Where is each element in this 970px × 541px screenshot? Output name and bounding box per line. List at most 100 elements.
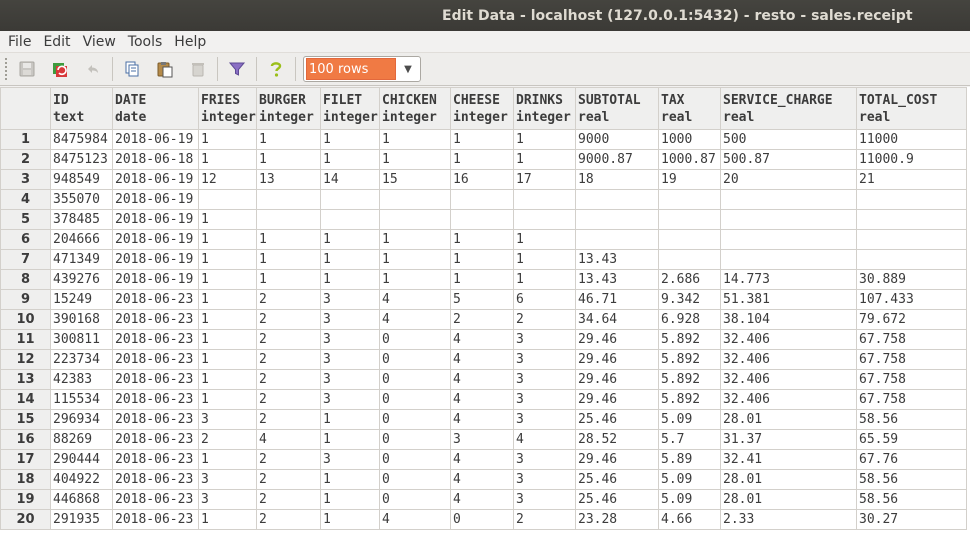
row-number[interactable]: 11 — [0, 329, 51, 350]
table-cell[interactable]: 471349 — [50, 249, 113, 270]
table-cell[interactable]: 1 — [198, 209, 257, 230]
row-number[interactable]: 15 — [0, 409, 51, 430]
table-cell[interactable]: 3 — [513, 369, 576, 390]
table-cell[interactable]: 16 — [450, 169, 514, 190]
table-cell[interactable]: 3 — [450, 429, 514, 450]
table-cell[interactable]: 107.433 — [856, 289, 967, 310]
table-cell[interactable]: 948549 — [50, 169, 113, 190]
table-cell[interactable]: 1 — [513, 129, 576, 150]
column-header-service-charge[interactable]: SERVICE_CHARGE real — [720, 87, 857, 130]
column-header-fries[interactable]: FRIES integer — [198, 87, 257, 130]
table-cell[interactable]: 4.66 — [658, 509, 721, 530]
table-cell[interactable]: 5.89 — [658, 449, 721, 470]
table-cell[interactable]: 4 — [379, 509, 451, 530]
table-cell[interactable]: 2 — [256, 469, 321, 490]
table-cell[interactable]: 34.64 — [575, 309, 659, 330]
table-cell[interactable]: 378485 — [50, 209, 113, 230]
table-row[interactable]: 16 88269 2018-06-23 2 4 1 0 3 4 28.52 5.7 31.37 65.5… — [0, 429, 967, 450]
table-cell[interactable]: 2018-06-19 — [112, 189, 199, 210]
table-cell[interactable]: 32.41 — [720, 449, 857, 470]
table-cell[interactable]: 3 — [513, 469, 576, 490]
menu-file[interactable]: File — [8, 33, 32, 50]
table-cell[interactable]: 2018-06-23 — [112, 469, 199, 490]
column-header-chicken[interactable]: CHICKEN integer — [379, 87, 451, 130]
table-cell[interactable]: 2018-06-23 — [112, 389, 199, 410]
table-cell[interactable]: 1 — [198, 369, 257, 390]
table-cell[interactable]: 1 — [198, 389, 257, 410]
table-cell[interactable]: 23.28 — [575, 509, 659, 530]
table-cell[interactable]: 2.33 — [720, 509, 857, 530]
row-number[interactable]: 7 — [0, 249, 51, 270]
table-cell[interactable]: 2018-06-23 — [112, 509, 199, 530]
table-cell[interactable] — [856, 249, 967, 270]
table-cell[interactable]: 67.76 — [856, 449, 967, 470]
table-cell[interactable]: 67.758 — [856, 369, 967, 390]
table-cell[interactable]: 2018-06-23 — [112, 489, 199, 510]
help-button[interactable] — [262, 56, 290, 82]
table-cell[interactable]: 3 — [513, 409, 576, 430]
table-cell[interactable]: 3 — [320, 369, 380, 390]
table-cell[interactable]: 29.46 — [575, 389, 659, 410]
table-cell[interactable]: 67.758 — [856, 329, 967, 350]
table-cell[interactable]: 17 — [513, 169, 576, 190]
table-cell[interactable]: 8475984 — [50, 129, 113, 150]
table-cell[interactable]: 18 — [575, 169, 659, 190]
table-cell[interactable]: 4 — [379, 309, 451, 330]
table-cell[interactable]: 1 — [379, 229, 451, 250]
table-cell[interactable]: 5.892 — [658, 329, 721, 350]
column-header-tax[interactable]: TAX real — [658, 87, 721, 130]
table-cell[interactable]: 2 — [256, 349, 321, 370]
table-cell[interactable]: 6.928 — [658, 309, 721, 330]
table-cell[interactable] — [320, 209, 380, 230]
table-cell[interactable]: 3 — [513, 489, 576, 510]
table-row[interactable]: 10 390168 2018-06-23 1 2 3 4 2 2 34.64 6.928 38.104… — [0, 309, 967, 330]
row-number[interactable]: 3 — [0, 169, 51, 190]
table-cell[interactable]: 2018-06-23 — [112, 409, 199, 430]
menu-edit[interactable]: Edit — [43, 33, 71, 50]
table-cell[interactable]: 0 — [379, 329, 451, 350]
table-cell[interactable]: 32.406 — [720, 369, 857, 390]
save-button[interactable] — [13, 56, 41, 82]
table-cell[interactable]: 8475123 — [50, 149, 113, 170]
table-cell[interactable] — [658, 249, 721, 270]
table-cell[interactable]: 4 — [450, 449, 514, 470]
table-cell[interactable]: 4 — [513, 429, 576, 450]
table-cell[interactable]: 28.01 — [720, 469, 857, 490]
row-number[interactable]: 9 — [0, 289, 51, 310]
table-cell[interactable]: 2 — [256, 409, 321, 430]
table-cell[interactable] — [658, 209, 721, 230]
table-cell[interactable]: 29.46 — [575, 449, 659, 470]
table-cell[interactable]: 1 — [198, 349, 257, 370]
table-cell[interactable]: 2018-06-19 — [112, 249, 199, 270]
grid-corner[interactable] — [0, 87, 51, 130]
table-cell[interactable]: 29.46 — [575, 349, 659, 370]
table-cell[interactable]: 291935 — [50, 509, 113, 530]
table-cell[interactable] — [856, 209, 967, 230]
table-cell[interactable]: 290444 — [50, 449, 113, 470]
table-cell[interactable]: 4 — [256, 429, 321, 450]
table-cell[interactable]: 1 — [320, 129, 380, 150]
table-cell[interactable]: 2 — [256, 389, 321, 410]
table-row[interactable]: 12 223734 2018-06-23 1 2 3 0 4 3 29.46 5.892 32.406… — [0, 349, 967, 370]
table-cell[interactable]: 2 — [450, 309, 514, 330]
table-cell[interactable]: 25.46 — [575, 409, 659, 430]
table-cell[interactable] — [198, 189, 257, 210]
table-cell[interactable]: 58.56 — [856, 469, 967, 490]
table-cell[interactable]: 1 — [198, 269, 257, 290]
rows-limit-input[interactable]: 100 rows — [306, 58, 396, 80]
table-cell[interactable]: 58.56 — [856, 409, 967, 430]
table-cell[interactable]: 1 — [320, 269, 380, 290]
table-cell[interactable]: 300811 — [50, 329, 113, 350]
table-cell[interactable] — [856, 229, 967, 250]
table-cell[interactable]: 9000 — [575, 129, 659, 150]
table-cell[interactable]: 88269 — [50, 429, 113, 450]
table-cell[interactable] — [575, 189, 659, 210]
table-cell[interactable]: 5.892 — [658, 349, 721, 370]
table-cell[interactable]: 2018-06-23 — [112, 349, 199, 370]
table-cell[interactable]: 204666 — [50, 229, 113, 250]
table-cell[interactable]: 1 — [379, 129, 451, 150]
menu-tools[interactable]: Tools — [127, 33, 163, 50]
row-number[interactable]: 14 — [0, 389, 51, 410]
table-cell[interactable]: 32.406 — [720, 349, 857, 370]
table-cell[interactable]: 3 — [320, 449, 380, 470]
